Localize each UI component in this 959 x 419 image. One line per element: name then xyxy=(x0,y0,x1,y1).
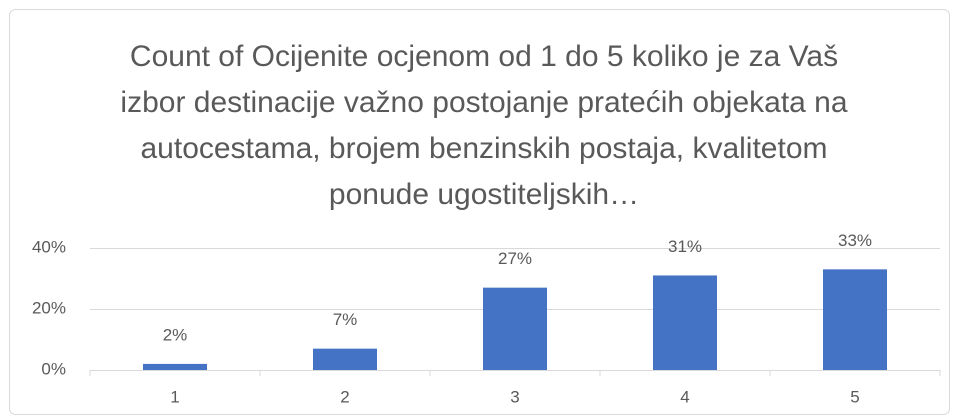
x-tick-label: 2 xyxy=(340,387,349,406)
data-label: 2% xyxy=(163,325,188,344)
bar xyxy=(823,269,887,370)
bar xyxy=(143,363,207,370)
data-label: 33% xyxy=(838,231,872,250)
data-label: 7% xyxy=(333,310,358,329)
data-label: 31% xyxy=(668,237,702,256)
y-tick-label: 0% xyxy=(41,359,66,378)
data-label: 27% xyxy=(498,249,532,268)
x-tick-label: 4 xyxy=(680,387,689,406)
y-tick-label: 40% xyxy=(32,237,66,256)
y-tick-label: 20% xyxy=(32,298,66,317)
x-tick-label: 1 xyxy=(170,387,179,406)
bar xyxy=(653,275,717,370)
chart-title: Count of Ocijenite ocjenom od 1 do 5 kol… xyxy=(120,40,848,211)
bar xyxy=(313,348,377,370)
x-tick-label: 3 xyxy=(510,387,519,406)
x-tick-label: 5 xyxy=(850,387,859,406)
bar xyxy=(483,287,547,370)
